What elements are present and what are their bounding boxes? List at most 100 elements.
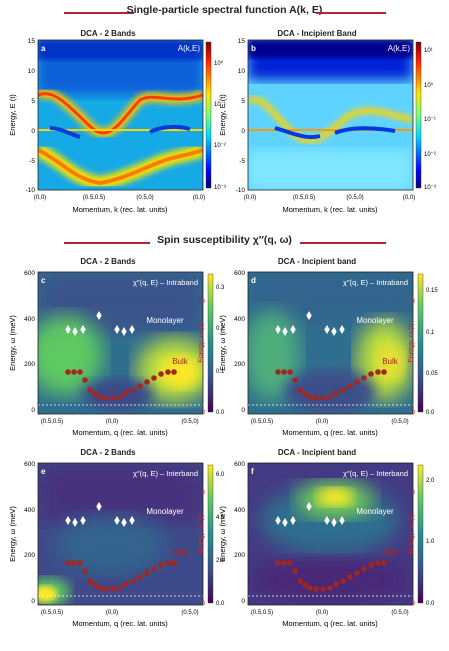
bulk-markers bbox=[65, 369, 177, 401]
bulk-marker bbox=[65, 369, 71, 375]
ytick: 400 bbox=[24, 507, 35, 514]
panel-b-heatmap bbox=[247, 39, 414, 191]
ytick: 0 bbox=[31, 598, 35, 605]
cbar-tick: 10⁻³ bbox=[424, 185, 436, 191]
bulk-marker bbox=[103, 586, 109, 592]
xtick: (0.5,0.5) bbox=[41, 610, 63, 616]
panel-d-ylabel: Energy, ω (meV) bbox=[218, 315, 227, 371]
ytick: 400 bbox=[234, 316, 245, 323]
panel-d-heatmap bbox=[247, 271, 414, 415]
panel-c-heatmap bbox=[37, 271, 204, 415]
cbar-tick: 6.0 bbox=[216, 472, 225, 478]
cbar-tick: 0.2 bbox=[216, 326, 225, 332]
cbar-tick: 0.15 bbox=[426, 288, 438, 294]
cbar-tick: 0.0 bbox=[426, 601, 435, 607]
ytick: 200 bbox=[234, 552, 245, 559]
bulk-marker bbox=[92, 391, 98, 397]
xtick: (0.5,0.5) bbox=[83, 195, 105, 201]
cbar-tick: 0.0 bbox=[426, 410, 435, 416]
ytick: 15 bbox=[28, 38, 36, 45]
bulk-marker bbox=[137, 574, 143, 580]
panel-a-heatmap bbox=[37, 39, 204, 191]
panel-a-ylabel: Energy, E (t) bbox=[8, 94, 17, 136]
bulk-marker bbox=[71, 560, 77, 566]
panel-e-title: DCA - 2 Bands bbox=[80, 448, 136, 457]
cbar-tick: 0.0 bbox=[216, 410, 225, 416]
monolayer-label: Monolayer bbox=[356, 316, 394, 325]
bulk-marker bbox=[313, 395, 319, 401]
xtick: (0.5,0) bbox=[346, 195, 363, 201]
bulk-marker bbox=[151, 566, 157, 572]
panel-f-letter: f bbox=[251, 467, 254, 476]
section-rule-right bbox=[316, 12, 386, 14]
xtick: (0.5,0.5) bbox=[293, 195, 315, 201]
panel-f-xlabel: Momentum, q (rec. lat. units) bbox=[282, 619, 378, 628]
section-title-spin: Spin susceptibility χ″(q, ω) bbox=[157, 234, 292, 246]
bulk-marker bbox=[307, 585, 313, 591]
bulk-marker bbox=[313, 586, 319, 592]
bulk-marker bbox=[368, 562, 374, 568]
right-tick: 6 bbox=[201, 298, 205, 305]
bulk-marker bbox=[297, 387, 303, 393]
panel-d-label: χ″(q, E) – Intraband bbox=[343, 278, 408, 287]
panel-f-title: DCA - Incipient band bbox=[277, 448, 357, 457]
bulk-marker bbox=[340, 387, 346, 393]
bottom-y-ticks: 600 400 200 0 600 400 200 0 600 400 200 … bbox=[24, 270, 245, 605]
cbar-tick: 10⁰ bbox=[214, 60, 224, 67]
bulk-marker bbox=[320, 586, 326, 592]
bulk-marker bbox=[117, 394, 123, 400]
bulk-marker bbox=[110, 586, 116, 592]
xtick: (0.5,0.5) bbox=[41, 419, 63, 425]
section-rule-right bbox=[300, 242, 386, 244]
xtick: (0,0) bbox=[316, 419, 328, 425]
bulk-marker bbox=[82, 377, 88, 383]
bulk-marker bbox=[144, 570, 150, 576]
panel-c-cbar-ticks: 0.3 0.2 0.1 0.0 bbox=[216, 285, 225, 416]
bulk-marker bbox=[307, 394, 313, 400]
panel-e-label: χ″(q, E) – Interband bbox=[133, 469, 198, 478]
panel-a-colorbar bbox=[205, 41, 212, 189]
section-header-spectral: Single-particle spectral function A(k, E… bbox=[0, 2, 449, 24]
ytick: 0 bbox=[31, 128, 35, 135]
xtick: (0,0) bbox=[106, 419, 118, 425]
bulk-marker bbox=[347, 383, 353, 389]
panel-d-cbar-ticks: 0.15 0.1 0.05 0.0 bbox=[426, 288, 438, 416]
panel-f-colorbar bbox=[417, 464, 424, 604]
bulk-marker bbox=[275, 560, 281, 566]
bulk-marker bbox=[103, 395, 109, 401]
xtick: (0.5,0.5) bbox=[251, 610, 273, 616]
bulk-marker bbox=[347, 574, 353, 580]
bulk-marker bbox=[97, 585, 103, 591]
panel-a-xlabel: Momentum, k (rec. lat. units) bbox=[72, 205, 168, 214]
cbar-tick: 10⁻² bbox=[214, 143, 226, 149]
panel-c-ylabel: Energy, ω (meV) bbox=[8, 315, 17, 371]
panel-e-ylabel: Energy, ω (meV) bbox=[8, 506, 17, 562]
xtick: (0,0) bbox=[34, 195, 46, 201]
bulk-marker bbox=[171, 560, 177, 566]
bottom-x-ticks: (0.5,0.5) (0,0) (0.5,0) (0.5,0.5) (0,0) … bbox=[41, 419, 409, 616]
right-tick: 6 bbox=[201, 489, 205, 496]
bulk-markers bbox=[65, 560, 177, 592]
panel-b-label: A(k,E) bbox=[388, 44, 411, 53]
bulk-markers bbox=[275, 560, 387, 592]
ytick: 5 bbox=[31, 98, 35, 105]
bulk-marker bbox=[302, 582, 308, 588]
bulk-marker bbox=[123, 581, 129, 587]
bulk-marker bbox=[87, 578, 93, 584]
section-rule-left bbox=[64, 242, 150, 244]
right-tick: 0 bbox=[201, 409, 205, 416]
panel-c-title: DCA - 2 Bands bbox=[80, 257, 136, 266]
cbar-tick: 0.3 bbox=[216, 285, 225, 291]
bulk-marker bbox=[368, 371, 374, 377]
panel-d-right-ylabel: Energy, ω (t) bbox=[408, 323, 415, 363]
bulk-marker bbox=[375, 369, 381, 375]
panel-c-xlabel: Momentum, q (rec. lat. units) bbox=[72, 428, 168, 437]
xtick: (0,0) bbox=[244, 195, 256, 201]
xtick: (0.5,0) bbox=[181, 610, 198, 616]
ytick: -5 bbox=[239, 158, 245, 165]
cbar-tick: 0.1 bbox=[216, 369, 225, 375]
section-header-spin: Spin susceptibility χ″(q, ω) bbox=[0, 232, 449, 254]
right-tick: 0 bbox=[201, 600, 205, 607]
panel-b-xlabel: Momentum, k (rec. lat. units) bbox=[282, 205, 378, 214]
monolayer-label: Monolayer bbox=[356, 507, 394, 516]
